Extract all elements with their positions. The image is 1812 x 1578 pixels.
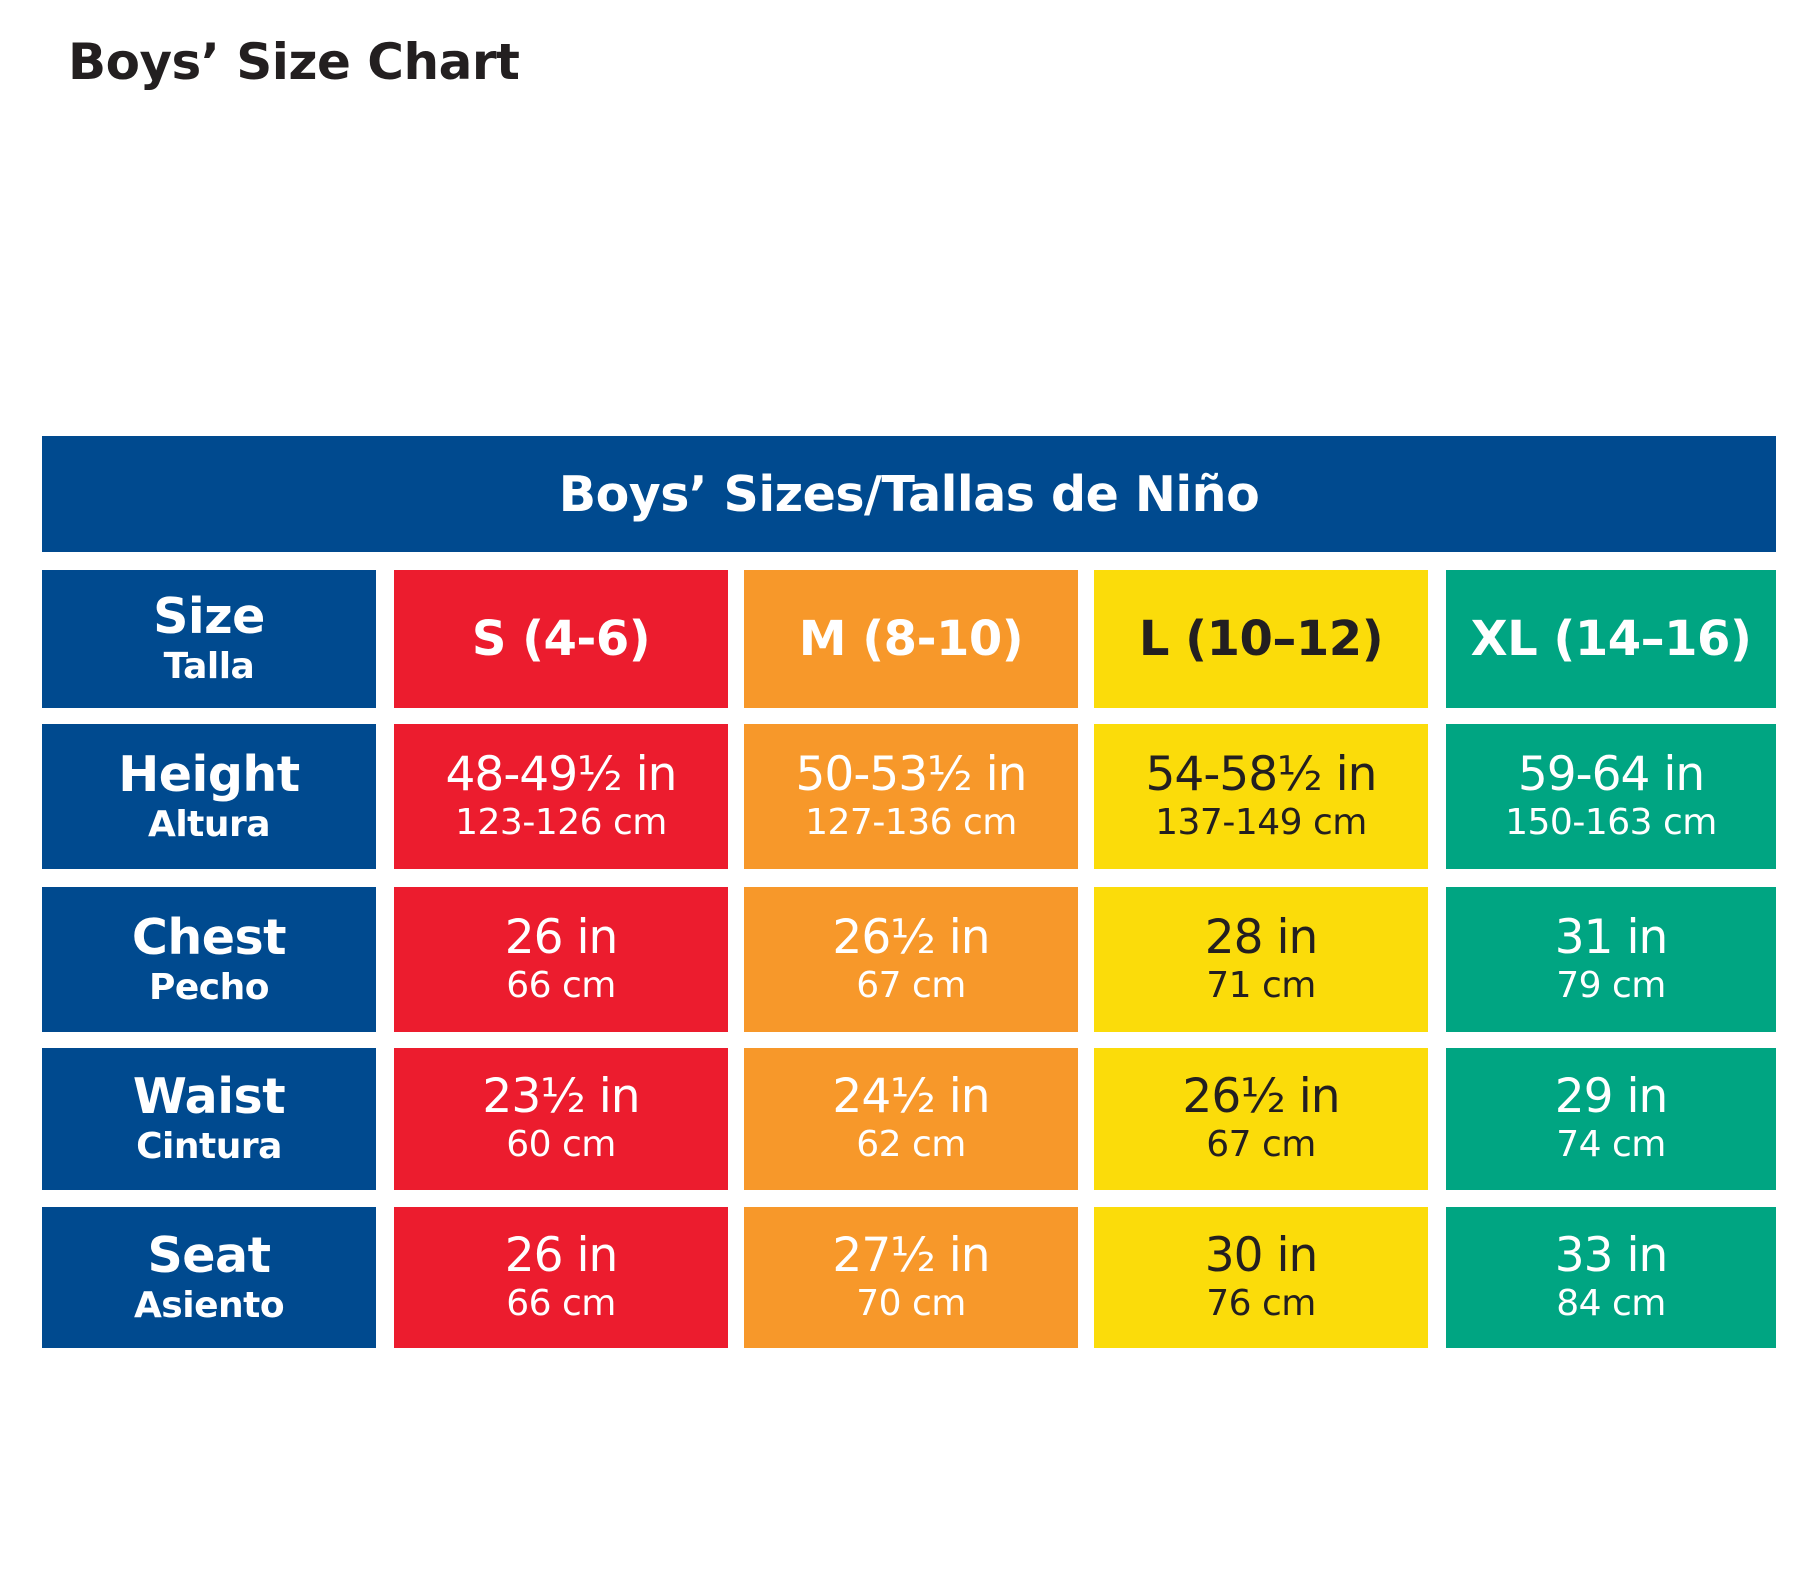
size-header-label: S (4-6) xyxy=(471,611,651,667)
height-value-cm: 127-136 cm xyxy=(805,801,1017,843)
chest-value-cell-m: 26½ in 67 cm xyxy=(744,887,1078,1032)
size-header-label: XL (14–16) xyxy=(1470,611,1752,667)
size-header-l: L (10–12) xyxy=(1094,570,1428,708)
waist-value-cell-s: 23½ in 60 cm xyxy=(394,1048,728,1190)
height-value-cell-s: 48-49½ in 123-126 cm xyxy=(394,724,728,869)
height-value-inches: 54-58½ in xyxy=(1145,746,1378,802)
waist-value-cm: 67 cm xyxy=(1206,1124,1316,1165)
seat-label-cell: Seat Asiento xyxy=(42,1207,376,1348)
chest-value-inches: 28 in xyxy=(1204,909,1319,965)
seat-value-inches: 33 in xyxy=(1554,1227,1669,1283)
seat-label-spanish: Asiento xyxy=(133,1284,285,1326)
waist-value-cm: 62 cm xyxy=(856,1124,966,1165)
height-value-inches: 48-49½ in xyxy=(445,746,678,802)
page-title: Boys’ Size Chart xyxy=(68,33,520,91)
chest-value-inches: 31 in xyxy=(1554,909,1669,965)
waist-value-cell-xl: 29 in 74 cm xyxy=(1446,1048,1776,1190)
size-header-label: L (10–12) xyxy=(1138,611,1384,667)
waist-value-cell-l: 26½ in 67 cm xyxy=(1094,1048,1428,1190)
waist-value-inches: 23½ in xyxy=(482,1069,640,1124)
seat-value-cm: 66 cm xyxy=(506,1282,616,1324)
waist-value-cm: 74 cm xyxy=(1556,1124,1666,1165)
size-header-label: M (8-10) xyxy=(798,611,1024,667)
height-value-cell-xl: 59-64 in 150-163 cm xyxy=(1446,724,1776,869)
chest-value-inches: 26 in xyxy=(504,909,619,965)
seat-label: Seat xyxy=(147,1226,271,1284)
height-value-cm: 137-149 cm xyxy=(1155,801,1367,843)
seat-value-cm: 84 cm xyxy=(1556,1282,1666,1324)
height-value-cm: 123-126 cm xyxy=(455,801,667,843)
height-label-cell: Height Altura xyxy=(42,724,376,869)
seat-value-cell-s: 26 in 66 cm xyxy=(394,1207,728,1348)
height-value-cell-m: 50-53½ in 127-136 cm xyxy=(744,724,1078,869)
seat-value-cm: 70 cm xyxy=(856,1282,966,1324)
seat-value-inches: 26 in xyxy=(504,1227,619,1283)
waist-label: Waist xyxy=(132,1068,286,1125)
waist-value-cell-m: 24½ in 62 cm xyxy=(744,1048,1078,1190)
size-header-m: M (8-10) xyxy=(744,570,1078,708)
chest-label-cell: Chest Pecho xyxy=(42,887,376,1032)
height-value-cm: 150-163 cm xyxy=(1505,801,1717,843)
seat-value-cell-m: 27½ in 70 cm xyxy=(744,1207,1078,1348)
size-header-s: S (4-6) xyxy=(394,570,728,708)
chart-banner: Boys’ Sizes/Tallas de Niño xyxy=(42,436,1776,552)
seat-value-cell-xl: 33 in 84 cm xyxy=(1446,1207,1776,1348)
size-label: Size xyxy=(153,588,265,645)
seat-value-inches: 30 in xyxy=(1204,1227,1319,1283)
chest-value-cell-s: 26 in 66 cm xyxy=(394,887,728,1032)
height-label-spanish: Altura xyxy=(147,803,271,845)
seat-value-cm: 76 cm xyxy=(1206,1282,1316,1324)
size-grid: Size Talla S (4-6) M (8-10) L (10–12) XL (14–… xyxy=(42,570,1776,1348)
waist-value-inches: 24½ in xyxy=(832,1069,990,1124)
seat-value-inches: 27½ in xyxy=(832,1227,990,1283)
chest-value-inches: 26½ in xyxy=(832,909,990,965)
size-label-cell: Size Talla xyxy=(42,570,376,708)
chest-label-spanish: Pecho xyxy=(148,966,270,1008)
chest-value-cm: 71 cm xyxy=(1206,964,1316,1006)
size-header-xl: XL (14–16) xyxy=(1446,570,1776,708)
chest-value-cm: 66 cm xyxy=(506,964,616,1006)
waist-value-cm: 60 cm xyxy=(506,1124,616,1165)
waist-value-inches: 26½ in xyxy=(1182,1069,1340,1124)
chest-label: Chest xyxy=(131,908,287,966)
chest-value-cm: 67 cm xyxy=(856,964,966,1006)
height-value-inches: 59-64 in xyxy=(1517,746,1705,802)
height-value-cell-l: 54-58½ in 137-149 cm xyxy=(1094,724,1428,869)
height-value-inches: 50-53½ in xyxy=(795,746,1028,802)
size-label-spanish: Talla xyxy=(163,646,255,687)
waist-value-inches: 29 in xyxy=(1554,1069,1669,1124)
height-label: Height xyxy=(118,745,300,803)
size-chart-table: Boys’ Sizes/Tallas de Niño Size Talla S (4… xyxy=(42,436,1776,1348)
chest-value-cm: 79 cm xyxy=(1556,964,1666,1006)
waist-label-cell: Waist Cintura xyxy=(42,1048,376,1190)
seat-value-cell-l: 30 in 76 cm xyxy=(1094,1207,1428,1348)
chest-value-cell-xl: 31 in 79 cm xyxy=(1446,887,1776,1032)
waist-label-spanish: Cintura xyxy=(136,1126,282,1167)
chest-value-cell-l: 28 in 71 cm xyxy=(1094,887,1428,1032)
